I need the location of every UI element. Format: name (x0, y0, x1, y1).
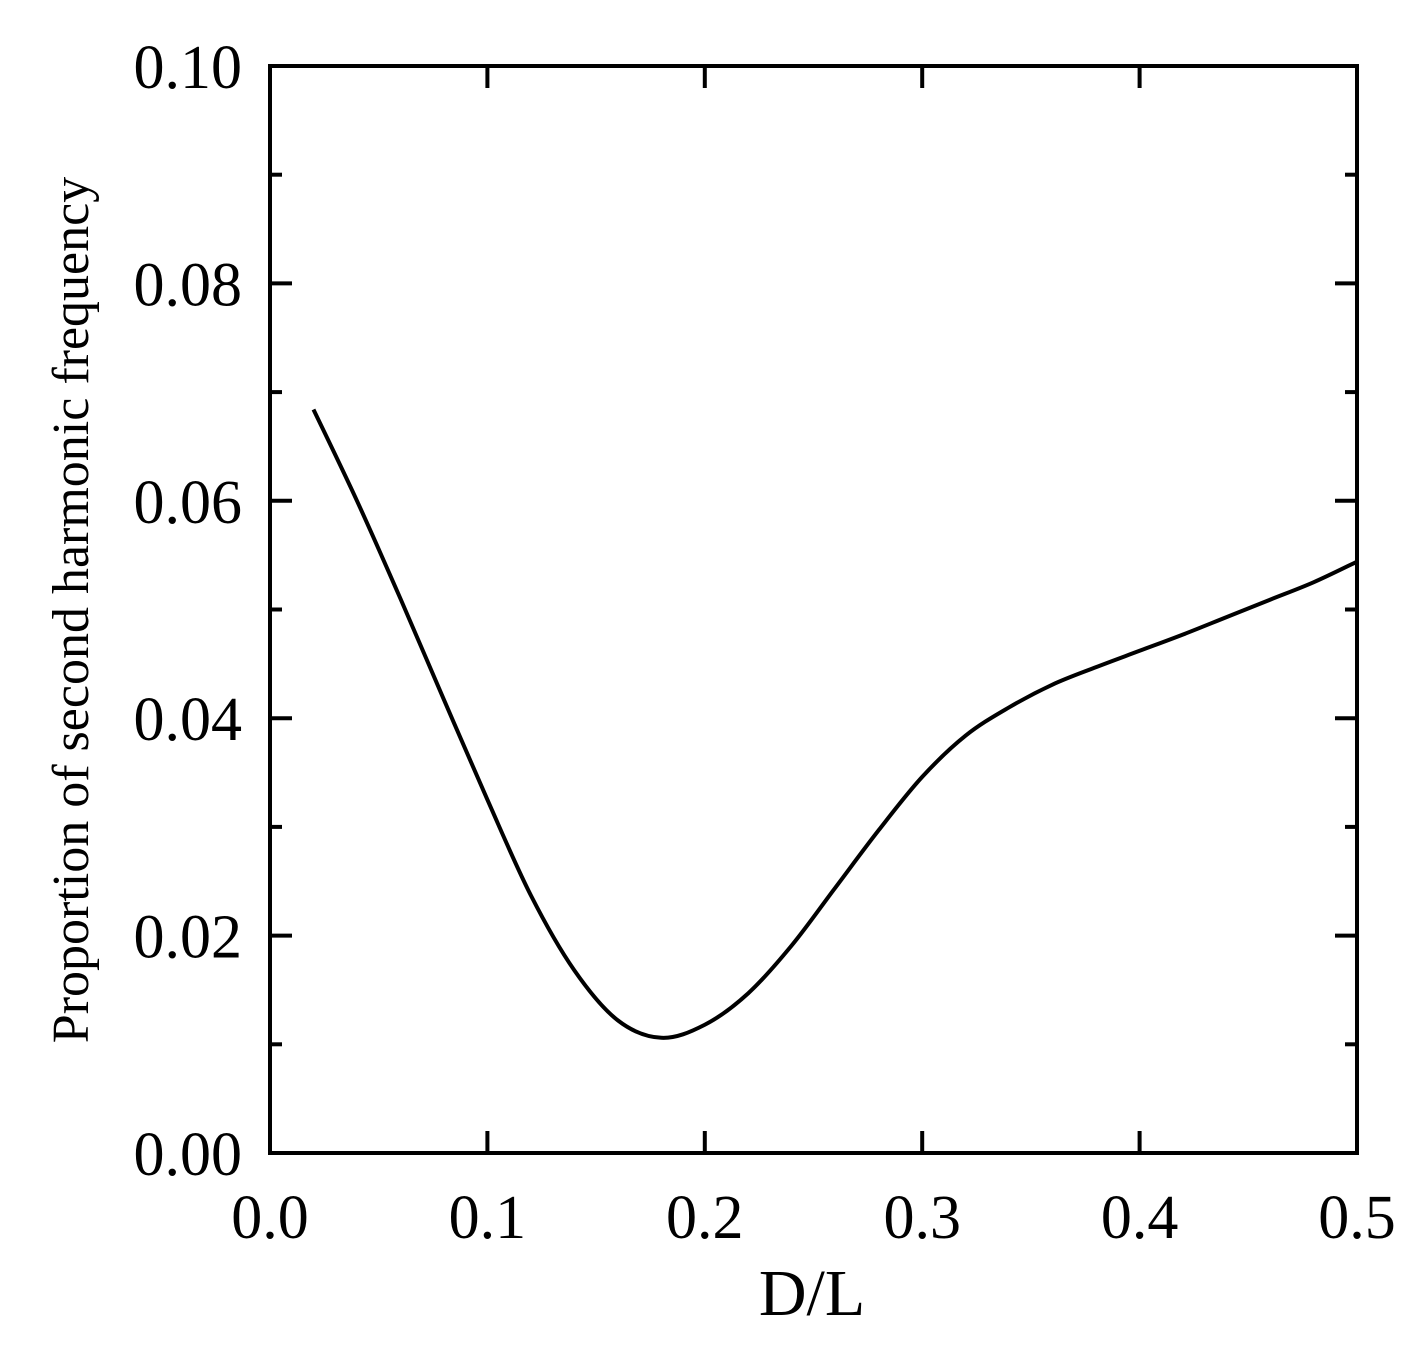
x-tick-label: 0.5 (1318, 1184, 1396, 1252)
y-tick-label: 0.08 (134, 251, 243, 319)
x-tick-label: 0.2 (666, 1184, 744, 1252)
x-axis-label: D/L (759, 1257, 865, 1330)
x-tick-label: 0.1 (449, 1184, 527, 1252)
x-tick-label: 0.3 (883, 1184, 961, 1252)
y-tick-label: 0.00 (134, 1121, 243, 1189)
y-axis-label: Proportion of second harmonic frequency (43, 177, 100, 1043)
x-tick-label: 0.0 (231, 1184, 309, 1252)
y-tick-label: 0.06 (134, 469, 243, 537)
data-line (311, 408, 1358, 1040)
y-tick-label: 0.10 (134, 34, 243, 102)
plot-frame (268, 64, 1359, 1155)
y-tick-label: 0.02 (134, 904, 243, 972)
x-tick-label: 0.4 (1101, 1184, 1179, 1252)
y-tick-label: 0.04 (134, 686, 243, 754)
